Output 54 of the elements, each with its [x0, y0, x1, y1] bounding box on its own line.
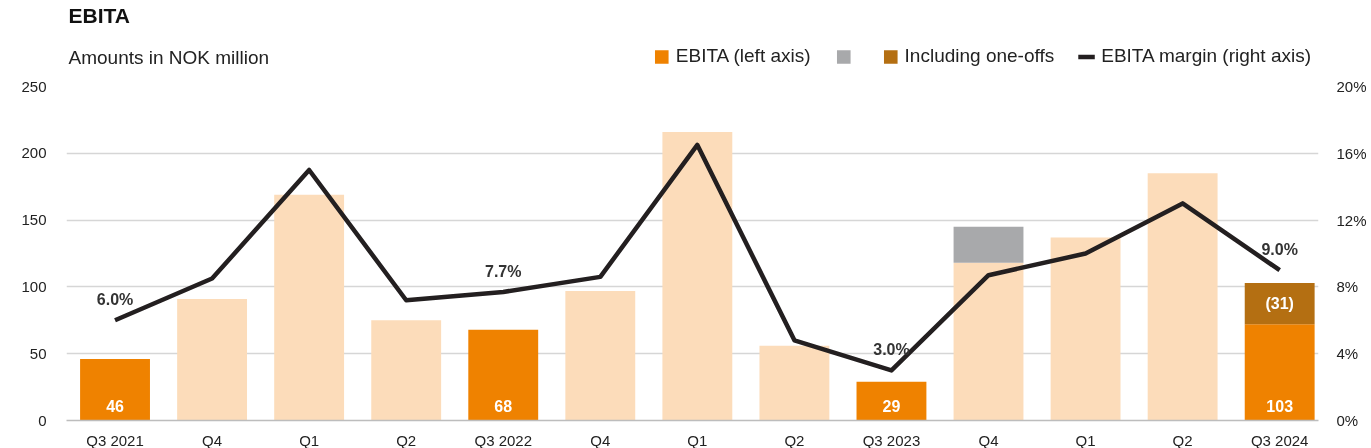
x-tick-label: Q4 — [978, 431, 999, 448]
x-tick-label: Q4 — [202, 431, 223, 448]
x-tick-label: Q2 — [396, 431, 417, 448]
total-label: 103 — [1266, 397, 1294, 415]
bar — [274, 194, 345, 421]
legend-label: EBITA (left axis) — [675, 45, 811, 67]
bar — [953, 226, 1024, 263]
bar — [565, 290, 636, 421]
bar — [80, 359, 150, 421]
y-tick-label: 0 — [38, 411, 47, 429]
data-label: (31) — [1265, 295, 1294, 313]
x-tick-label: Q1 — [299, 431, 320, 448]
y2-tick-label: 0% — [1336, 412, 1359, 429]
y2-tick-label: 8% — [1336, 278, 1359, 296]
bar — [953, 262, 1024, 421]
bar — [856, 381, 927, 421]
y-tick-label: 150 — [21, 211, 47, 229]
data-label: 3.0% — [873, 341, 910, 359]
x-tick-label: Q3 2022 — [474, 431, 533, 448]
x-tick-label: Q3 2021 — [86, 431, 144, 448]
x-tick-label: Q3 2024 — [1250, 431, 1309, 448]
legend-label: EBITA margin (right axis) — [1101, 45, 1311, 67]
x-tick-label: Q1 — [1075, 431, 1096, 448]
x-tick-label: Q4 — [590, 431, 611, 448]
chart-subtitle: Amounts in NOK million — [68, 47, 270, 68]
y-tick-label: 100 — [21, 277, 47, 295]
x-tick-label: Q3 2023 — [862, 431, 921, 448]
x-tick-label: Q2 — [784, 431, 805, 448]
data-label: 7.7% — [485, 262, 522, 280]
data-label: 29 — [882, 397, 901, 415]
data-label: 6.0% — [96, 291, 134, 309]
y-tick-label: 50 — [29, 344, 47, 362]
bar — [371, 320, 442, 421]
bar — [468, 329, 539, 421]
y2-tick-label: 20% — [1336, 78, 1367, 95]
chart-title: EBITA — [68, 3, 130, 27]
bar — [1050, 237, 1121, 421]
data-label: 68 — [494, 397, 513, 415]
bar — [1147, 173, 1218, 421]
data-label: 9.0% — [1261, 241, 1298, 259]
bar — [1244, 324, 1315, 421]
x-tick-label: Q1 — [687, 431, 708, 448]
x-tick-label: Q2 — [1172, 431, 1193, 448]
y-tick-label: 250 — [21, 77, 47, 95]
data-label: 46 — [106, 397, 125, 415]
bar — [177, 298, 248, 421]
y2-tick-label: 4% — [1336, 345, 1359, 363]
y2-tick-label: 16% — [1336, 144, 1367, 162]
bar — [759, 345, 830, 421]
legend-label: Including one-offs — [904, 45, 1055, 67]
bar — [1244, 282, 1315, 325]
y2-tick-label: 12% — [1336, 211, 1367, 229]
bar — [662, 131, 733, 421]
y-tick-label: 200 — [21, 144, 47, 162]
